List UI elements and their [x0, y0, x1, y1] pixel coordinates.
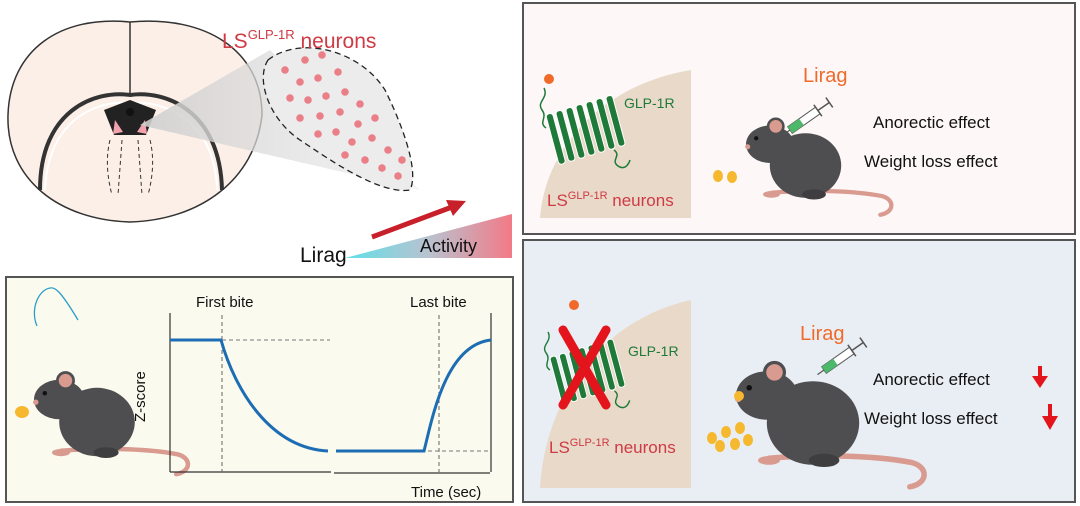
neuron-dot	[296, 78, 304, 86]
weight-loss-effect-label: Weight loss effect	[864, 152, 998, 171]
lirag-label: Lirag	[300, 244, 347, 267]
neuron-dot	[296, 114, 304, 122]
neuron-dot	[354, 120, 362, 128]
lirag-label: Lirag	[800, 323, 844, 345]
neuron-dot	[318, 51, 326, 59]
neuron-dot	[371, 114, 379, 122]
z-score-plot: First bite Last bite Z-score Time (sec)	[132, 294, 492, 501]
cross-icon	[558, 325, 611, 410]
food-pellet-icon	[15, 406, 29, 418]
neuron-dot	[361, 156, 369, 164]
ls-neuron-shape	[540, 70, 691, 218]
food-pellet-icon	[734, 391, 744, 401]
neuron-dot	[378, 164, 386, 172]
activation-arrow-icon	[371, 200, 466, 240]
neuron-dot	[316, 112, 324, 120]
last-bite-label: Last bite	[410, 294, 467, 311]
receptor-label: GLP-1R	[628, 343, 679, 359]
neuron-dot	[286, 94, 294, 102]
neuron-dot	[356, 100, 364, 108]
neuron-dot	[398, 156, 406, 164]
ls-region-zoom	[262, 47, 414, 192]
ls-neuron-shape	[540, 300, 691, 488]
neuron-dot	[322, 92, 330, 100]
down-arrow-icon	[1032, 366, 1048, 388]
neuron-dot	[332, 128, 340, 136]
trace-recovery	[336, 338, 492, 453]
down-arrow-icon	[1042, 404, 1058, 430]
neuron-dot	[341, 88, 349, 96]
activity-label: Activity	[420, 236, 477, 256]
neuron-dot	[304, 96, 312, 104]
y-axis-label: Z-score	[132, 371, 149, 422]
anorectic-effect-label: Anorectic effect	[873, 370, 990, 389]
neuron-dot	[341, 151, 349, 159]
neuron-dot	[281, 66, 289, 74]
food-pellet-icon	[713, 170, 737, 183]
food-pellet-icon	[707, 422, 753, 452]
lirag-label: Lirag	[803, 65, 847, 87]
first-bite-label: First bite	[196, 294, 254, 311]
trace-decline	[170, 338, 329, 453]
lirag-molecule-icon	[544, 74, 554, 84]
neuron-dot	[334, 68, 342, 76]
activity-gradient-triangle	[345, 214, 512, 258]
ls-neurons-title: LSGLP-1R neurons	[222, 27, 376, 53]
lirag-molecule-icon	[569, 300, 579, 310]
ls-neurons-label: LSGLP-1R neurons	[547, 190, 674, 210]
neuron-dot	[336, 108, 344, 116]
neuron-dot	[314, 130, 322, 138]
neuron-dot	[301, 56, 309, 64]
mouse-icon	[15, 287, 188, 474]
neuron-dot	[384, 146, 392, 154]
neuron-dot	[348, 138, 356, 146]
ls-neurons-label: LSGLP-1R neurons	[549, 437, 676, 457]
x-axis-label: Time (sec)	[411, 484, 481, 501]
neuron-dot	[394, 172, 402, 180]
anorectic-effect-label: Anorectic effect	[873, 113, 990, 132]
receptor-label: GLP-1R	[624, 95, 675, 111]
weight-loss-effect-label: Weight loss effect	[864, 409, 998, 428]
neuron-dot	[314, 74, 322, 82]
neuron-dot	[368, 134, 376, 142]
